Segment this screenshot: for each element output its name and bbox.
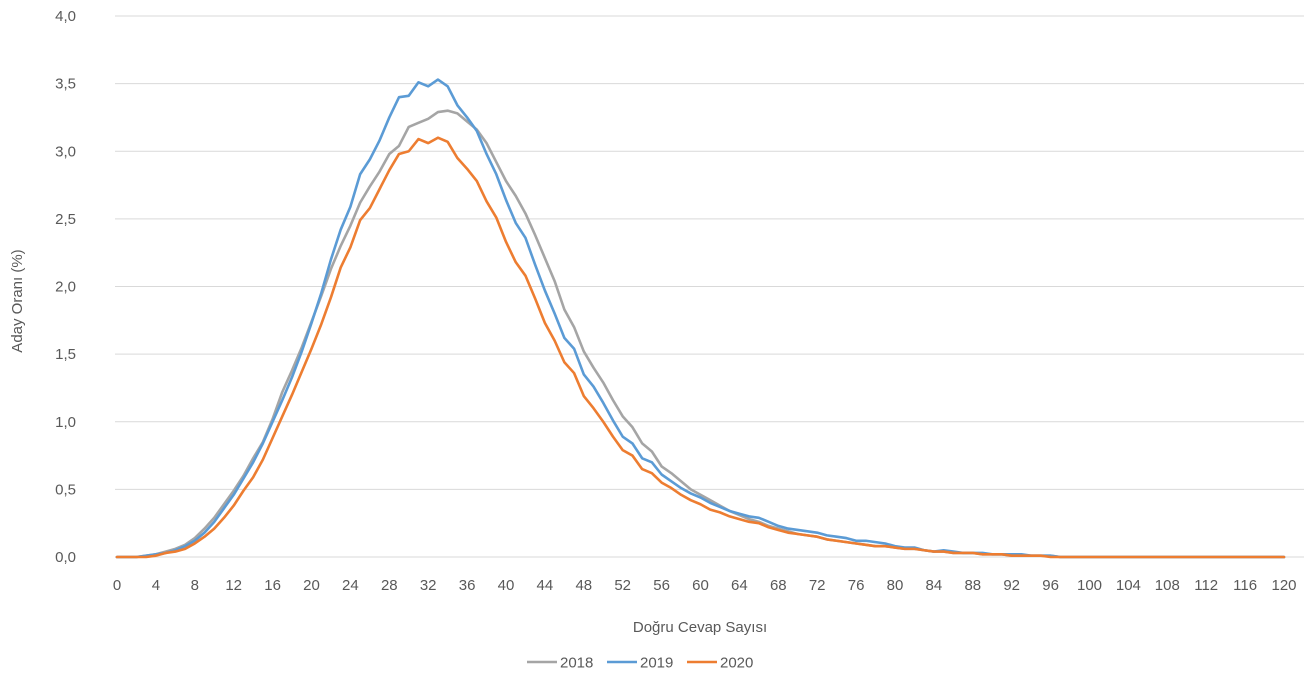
x-tick-label: 32 — [420, 577, 437, 594]
y-tick-label: 3,0 — [55, 143, 76, 160]
legend: 2018 2019 2020 — [527, 655, 753, 672]
x-tick-label: 28 — [381, 577, 398, 594]
y-tick-label: 2,0 — [55, 279, 76, 296]
x-tick-label: 88 — [964, 577, 981, 594]
legend-label-2019: 2019 — [640, 655, 673, 672]
x-tick-label: 92 — [1003, 577, 1020, 594]
y-tick-label: 0,0 — [55, 549, 76, 566]
x-tick-label: 80 — [887, 577, 904, 594]
x-tick-label: 0 — [113, 577, 121, 594]
y-tick-label: 0,5 — [55, 481, 76, 498]
x-tick-label: 104 — [1116, 577, 1141, 594]
y-axis-ticks: 0,0 0,5 1,0 1,5 2,0 2,5 3,0 3,5 4,0 — [55, 8, 76, 566]
x-tick-label: 44 — [537, 577, 554, 594]
y-tick-label: 1,0 — [55, 414, 76, 431]
y-tick-label: 4,0 — [55, 8, 76, 25]
x-tick-label: 8 — [191, 577, 199, 594]
x-tick-label: 16 — [264, 577, 281, 594]
x-tick-label: 64 — [731, 577, 748, 594]
x-tick-label: 56 — [653, 577, 670, 594]
x-axis-title: Doğru Cevap Sayısı — [633, 619, 767, 636]
x-axis-ticks: 0 4 8 12 16 20 24 28 32 36 40 44 48 52 56 60 64 68 72 76 80 8… — [113, 577, 1297, 594]
x-tick-label: 24 — [342, 577, 359, 594]
x-tick-label: 112 — [1194, 577, 1218, 594]
x-tick-label: 36 — [459, 577, 476, 594]
x-tick-label: 100 — [1077, 577, 1102, 594]
legend-label-2020: 2020 — [720, 655, 753, 672]
x-tick-label: 52 — [614, 577, 631, 594]
x-tick-label: 4 — [152, 577, 160, 594]
x-tick-label: 116 — [1233, 577, 1257, 594]
x-tick-label: 12 — [225, 577, 242, 594]
x-tick-label: 60 — [692, 577, 709, 594]
x-tick-label: 108 — [1155, 577, 1180, 594]
y-axis-title: Aday Oranı (%) — [9, 249, 26, 352]
gridlines — [115, 15, 1304, 558]
x-tick-label: 40 — [498, 577, 515, 594]
x-tick-label: 68 — [770, 577, 787, 594]
y-tick-label: 1,5 — [55, 346, 76, 363]
x-tick-label: 76 — [848, 577, 865, 594]
x-tick-label: 120 — [1271, 577, 1296, 594]
y-tick-label: 2,5 — [55, 211, 76, 228]
x-tick-label: 84 — [926, 577, 943, 594]
series-lines — [115, 78, 1286, 559]
series-line-2020 — [115, 136, 1286, 559]
x-tick-label: 20 — [303, 577, 320, 594]
series-line-2018 — [115, 109, 1286, 559]
legend-label-2018: 2018 — [560, 655, 593, 672]
y-tick-label: 3,5 — [55, 76, 76, 93]
x-tick-label: 48 — [575, 577, 592, 594]
x-tick-label: 96 — [1042, 577, 1059, 594]
x-tick-label: 72 — [809, 577, 826, 594]
